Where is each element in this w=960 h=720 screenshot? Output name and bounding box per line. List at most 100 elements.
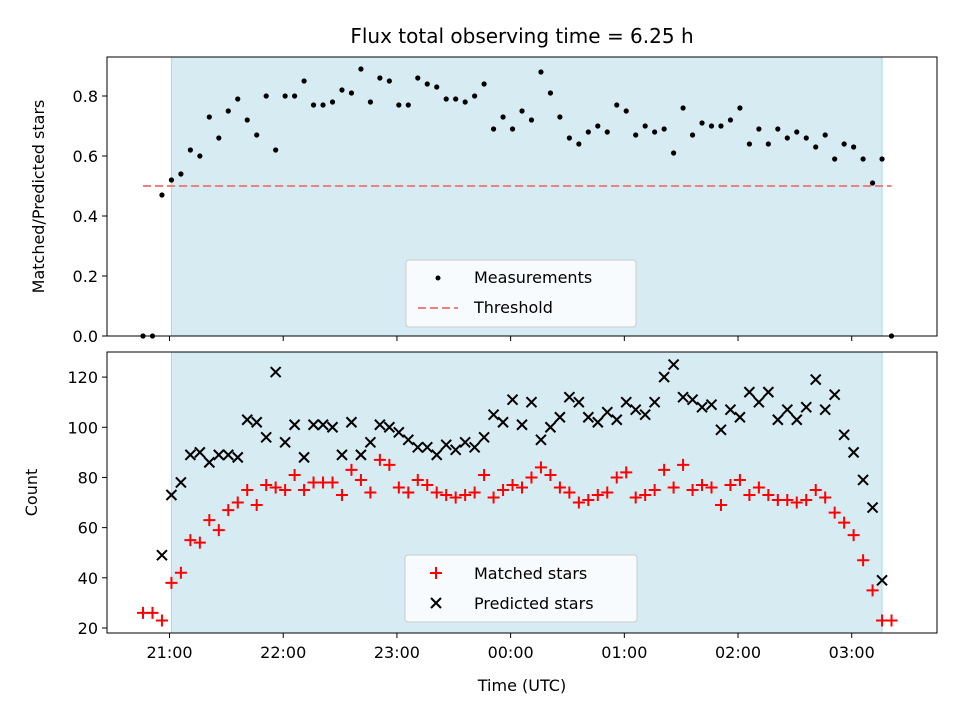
y-tick-label: 60 [78,519,98,538]
predicted-stars-point [431,449,443,461]
measurement-point [329,99,336,105]
predicted-stars-point [165,489,178,501]
measurement-point [310,102,317,108]
x-tick-label: 21:00 [146,643,192,662]
bottom-y-ticks: 20 40 60 80 100 120 [67,368,107,638]
measurement-point [756,126,762,132]
matched-stars-point [534,461,547,474]
measurement-point [585,129,591,135]
matched-stars-point [411,473,424,486]
matched-stars-point [743,489,756,502]
measurement-point [500,114,506,120]
matched-stars-point [231,496,244,509]
predicted-stars-point [696,401,708,413]
top-legend-box [405,259,637,328]
predicted-stars-point [213,449,225,461]
matched-stars-point [402,486,415,499]
predicted-stars-point [487,409,500,421]
predicted-stars-point [203,456,216,469]
x-tick-label: 02:00 [715,643,761,662]
measurement-point [718,123,724,129]
measurement-point [386,78,392,84]
measurement-point [490,126,497,132]
matched-stars-point [752,481,765,494]
matched-stars-point [563,486,576,499]
matched-stars-point [478,468,491,481]
y-tick-label: 0.8 [73,87,98,106]
matched-stars-point [193,536,206,549]
matched-stars-point [781,494,794,507]
predicted-stars-point [800,401,812,413]
measurement-point [339,87,345,93]
matched-stars-point [800,494,813,507]
matched-stars-point [857,554,870,567]
predicted-stars-point [667,358,680,371]
matched-stars-point [658,463,671,476]
measurement-point [538,69,544,75]
measurement-point [642,123,648,129]
matched-stars-point [838,516,851,529]
predicted-stars-point [440,439,452,451]
predicted-stars-point [544,421,557,433]
measurement-point [348,90,355,96]
matched-stars-point [392,481,405,494]
matched-stars-point [203,514,216,527]
predicted-stars-point [241,414,253,426]
predicted-stars-point [288,419,301,431]
chart-title: Flux total observing time = 6.25 h [350,24,693,48]
matched-stars-point [762,489,775,502]
x-tick-label: 03:00 [829,643,875,662]
matched-stars-point [828,506,841,519]
bottom-legend-box [404,554,638,623]
predicted-stars-point [232,451,244,464]
predicted-stars-point [497,416,509,428]
predicted-stars-point [516,419,528,431]
matched-stars-point [155,614,168,627]
measurement-point [661,126,667,132]
matched-stars-point [279,483,292,496]
measurement-point [405,102,411,108]
measurement-point [623,108,629,114]
measurement-point [168,177,175,183]
predicted-stars-point [383,421,396,433]
measurement-point [187,147,193,153]
matched-stars-point [222,504,235,517]
predicted-stars-point [307,419,320,431]
legend-marker-matched-stars [430,567,442,579]
measurement-point [282,93,288,99]
predicted-stars-point [317,419,329,431]
top-y-axis-label: Matched/Predicted stars [29,100,48,294]
matched-stars-point [591,489,604,502]
measurement-point [670,150,677,156]
measurement-point [851,144,857,150]
matched-stars-point [146,606,159,619]
matched-stars-point [288,468,301,481]
matched-stars-point [345,463,358,476]
measurement-point [462,99,468,105]
x-tick-label: 22:00 [260,643,306,662]
predicted-stars-point [762,386,775,398]
measurement-point [178,171,184,177]
measurement-point [869,180,876,186]
matched-stars-point [696,478,709,491]
matched-stars-point [819,491,832,504]
predicted-stars-point [819,403,831,416]
x-tick-label: 23:00 [374,643,420,662]
predicted-stars-point [506,393,519,406]
matched-stars-point [544,468,557,481]
measurement-point [453,96,459,102]
measurement-point [746,141,752,147]
legend-x-marker [430,597,442,609]
measurement-point [566,135,572,141]
top-x-ticks [169,336,853,341]
matched-stars-point [174,566,187,579]
matched-stars-point [165,576,178,589]
measurement-point [699,120,705,126]
predicted-stars-point [847,446,860,459]
matched-stars-point [724,478,737,491]
measurement-point [292,93,298,99]
measurement-point [396,102,402,108]
measurement-point [652,129,658,135]
predicted-stars-point [791,414,803,426]
predicted-stars-point [260,431,272,444]
